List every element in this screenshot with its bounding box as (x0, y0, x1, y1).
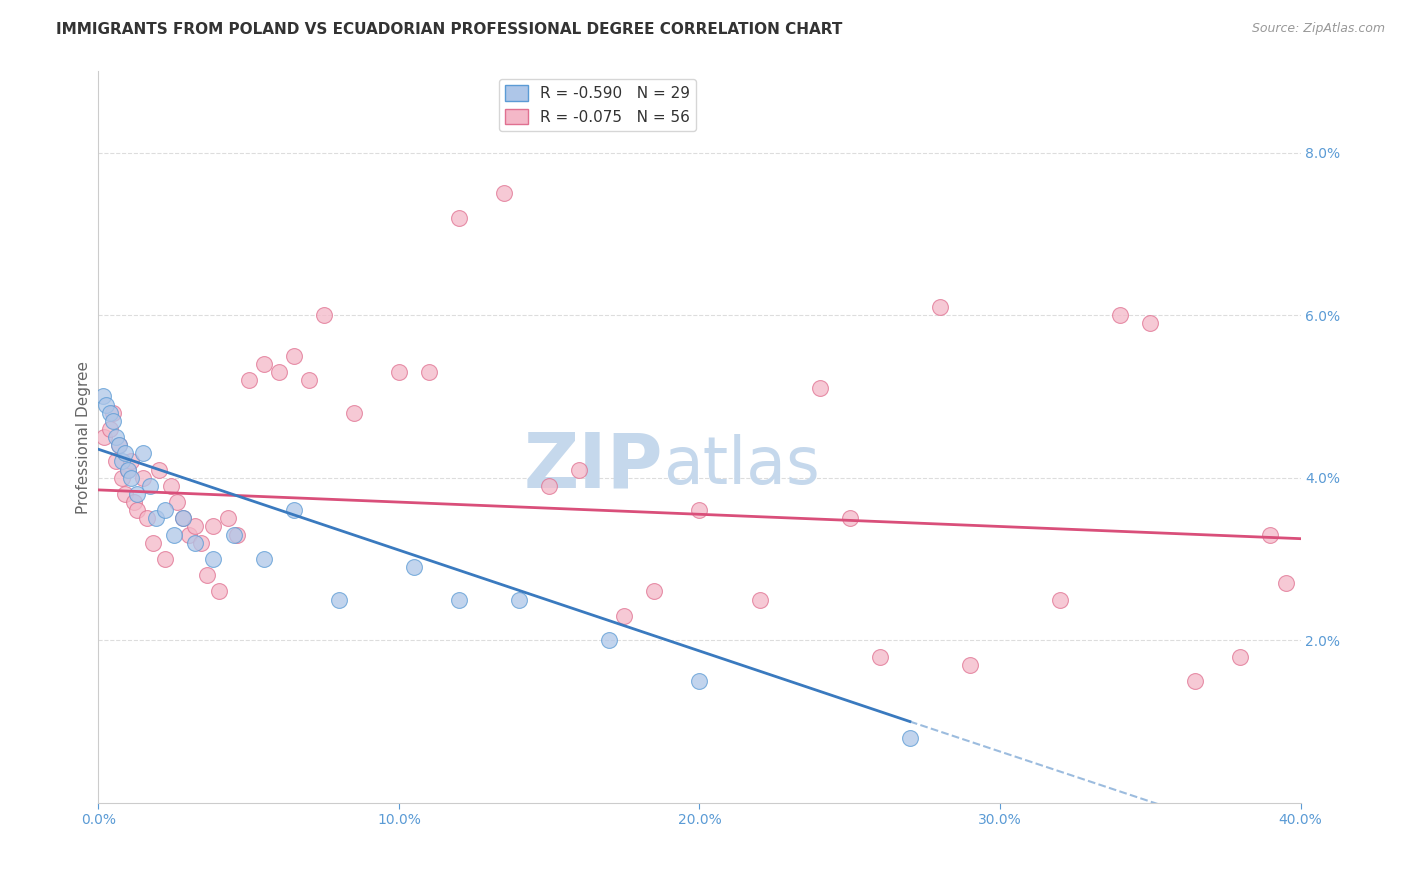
Point (166, 495, 188, 509)
Point (93, 430, 115, 444)
Point (195, 568, 218, 582)
Point (328, 592, 350, 607)
Point (598, 633, 620, 648)
Point (114, 446, 136, 460)
Point (208, 584, 231, 599)
Point (1049, 592, 1071, 607)
Point (418, 365, 440, 379)
Point (838, 511, 860, 525)
Point (1274, 576, 1296, 591)
Point (135, 511, 157, 525)
Point (869, 649, 891, 664)
Point (117, 462, 139, 476)
Point (108, 438, 131, 452)
Point (105, 454, 128, 468)
Point (568, 462, 591, 476)
Legend: R = -0.590   N = 29, R = -0.075   N = 56: R = -0.590 N = 29, R = -0.075 N = 56 (499, 79, 696, 131)
Point (183, 535, 205, 549)
Point (177, 527, 200, 541)
Point (312, 308, 335, 322)
Point (111, 454, 134, 468)
Point (494, 186, 516, 201)
Point (201, 552, 224, 566)
Point (217, 511, 239, 525)
Point (253, 357, 276, 371)
Y-axis label: Professional Degree: Professional Degree (76, 360, 91, 514)
Point (238, 373, 260, 387)
Point (100, 422, 122, 436)
Point (138, 479, 160, 493)
Point (172, 511, 194, 525)
Point (162, 527, 184, 541)
Point (103, 406, 125, 420)
Point (538, 479, 561, 493)
Point (124, 495, 146, 509)
Point (201, 519, 224, 533)
Point (153, 503, 176, 517)
Point (91, 389, 114, 403)
Point (613, 608, 636, 623)
Point (748, 592, 770, 607)
Point (959, 657, 981, 672)
Point (267, 365, 290, 379)
Point (183, 519, 205, 533)
Point (388, 365, 411, 379)
Point (100, 406, 122, 420)
Point (132, 446, 155, 460)
Point (298, 373, 321, 387)
Point (190, 535, 212, 549)
Point (1184, 673, 1206, 688)
Point (159, 479, 181, 493)
Point (898, 731, 921, 745)
Point (94, 398, 117, 412)
Point (114, 487, 136, 501)
Point (689, 673, 711, 688)
Point (148, 462, 170, 476)
Point (808, 381, 831, 395)
Point (343, 406, 366, 420)
Point (1229, 649, 1251, 664)
Point (117, 462, 139, 476)
Point (1260, 527, 1282, 541)
Point (447, 211, 470, 225)
Point (127, 503, 149, 517)
Point (172, 511, 194, 525)
Point (105, 430, 128, 444)
Point (508, 592, 530, 607)
Point (145, 511, 167, 525)
Point (929, 300, 952, 314)
Point (132, 471, 155, 485)
Text: IMMIGRANTS FROM POLAND VS ECUADORIAN PROFESSIONAL DEGREE CORRELATION CHART: IMMIGRANTS FROM POLAND VS ECUADORIAN PRO… (56, 22, 842, 37)
Point (283, 503, 305, 517)
Point (402, 560, 425, 574)
Point (689, 503, 711, 517)
Point (225, 527, 247, 541)
Point (1109, 308, 1132, 322)
Point (447, 592, 470, 607)
Point (103, 414, 125, 428)
Point (222, 527, 245, 541)
Point (153, 552, 176, 566)
Point (1139, 316, 1161, 330)
Point (127, 487, 149, 501)
Point (141, 535, 163, 549)
Point (111, 471, 134, 485)
Point (643, 584, 665, 599)
Point (121, 471, 143, 485)
Point (283, 349, 305, 363)
Point (108, 438, 131, 452)
Point (121, 454, 143, 468)
Text: ZIP: ZIP (524, 429, 664, 503)
Point (253, 552, 276, 566)
Text: atlas: atlas (664, 434, 820, 499)
Text: Source: ZipAtlas.com: Source: ZipAtlas.com (1251, 22, 1385, 36)
